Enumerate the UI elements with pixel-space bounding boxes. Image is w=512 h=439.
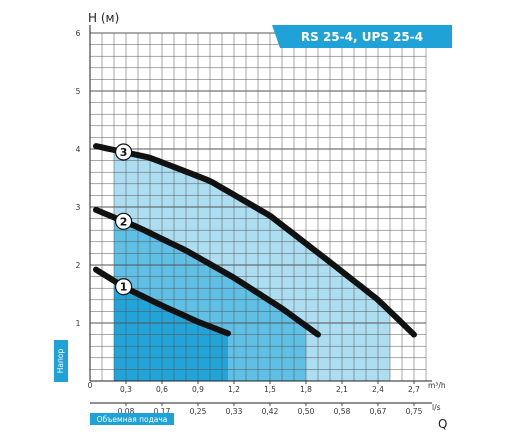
y-tick-label: 4	[76, 145, 81, 154]
x-tick-label-bottom: 0,58	[334, 407, 351, 416]
y-tick-label: 2	[76, 261, 81, 270]
x-tick-label-top: 2,7	[408, 385, 420, 394]
pump-curves: 1 2 3	[93, 143, 417, 338]
x-tick-label-bottom: 0,17	[154, 407, 171, 416]
y-axis-label: H (м)	[88, 11, 119, 25]
tick-labels: 1 2 3 4 5 6 0,3 0,6 0,9 1,2 1,5 1,8 2,1 2,4 2,7 0,08 0,1…	[76, 29, 423, 416]
x-tick-label-top: 2,4	[372, 385, 384, 394]
curve-label-badge-3	[114, 143, 133, 161]
x-unit-bottom: l/s	[432, 403, 441, 412]
x-origin-label: 0	[88, 381, 93, 390]
curve-2	[93, 206, 321, 338]
x-tick-label-bottom: 0,33	[226, 407, 243, 416]
curve-label-badge-2	[114, 212, 133, 230]
x-tick-label-top: 0,9	[192, 385, 204, 394]
chart-title: RS 25-4, UPS 25-4	[301, 30, 423, 44]
x-tick-label-bottom: 0,42	[262, 407, 279, 416]
x-tick-label-top: 0,3	[120, 385, 132, 394]
x-tick-label-bottom: 0,25	[190, 407, 207, 416]
x-tick-label-top: 2,1	[336, 385, 348, 394]
x-tick-label-top: 0,6	[156, 385, 168, 394]
y-tick-label: 5	[76, 87, 81, 96]
shaded-range-1	[114, 280, 228, 381]
x-tick-label-top: 1,2	[228, 385, 240, 394]
y-tick-label: 6	[76, 29, 81, 38]
x-tick-label-bottom: 0,50	[298, 407, 315, 416]
x-tick-label-bottom: 0,08	[118, 407, 135, 416]
curve-3	[93, 143, 417, 338]
title-banner	[272, 25, 452, 48]
x-tick-label-top: 1,8	[300, 385, 312, 394]
x-axis-tag-bg	[90, 413, 174, 425]
y-axis-tag: Напор	[56, 349, 65, 374]
x-axis-tag: Объемная подача	[97, 415, 168, 424]
curve-label-2: 2	[120, 215, 128, 228]
chart-axes	[89, 25, 432, 404]
y-axis-tag-bg	[54, 340, 68, 382]
curve-label-badge-1	[114, 278, 133, 296]
x-tick-label-bottom: 0,67	[370, 407, 387, 416]
curve-label-1: 1	[120, 281, 128, 294]
x-axis-label: Q	[438, 417, 447, 431]
curve-label-3: 3	[120, 146, 128, 159]
y-tick-label: 3	[76, 203, 81, 212]
x-tick-label-top: 1,5	[264, 385, 276, 394]
y-tick-label: 1	[76, 319, 81, 328]
x-unit-top: m³/h	[428, 381, 446, 390]
x-tick-label-bottom: 0,75	[406, 407, 423, 416]
